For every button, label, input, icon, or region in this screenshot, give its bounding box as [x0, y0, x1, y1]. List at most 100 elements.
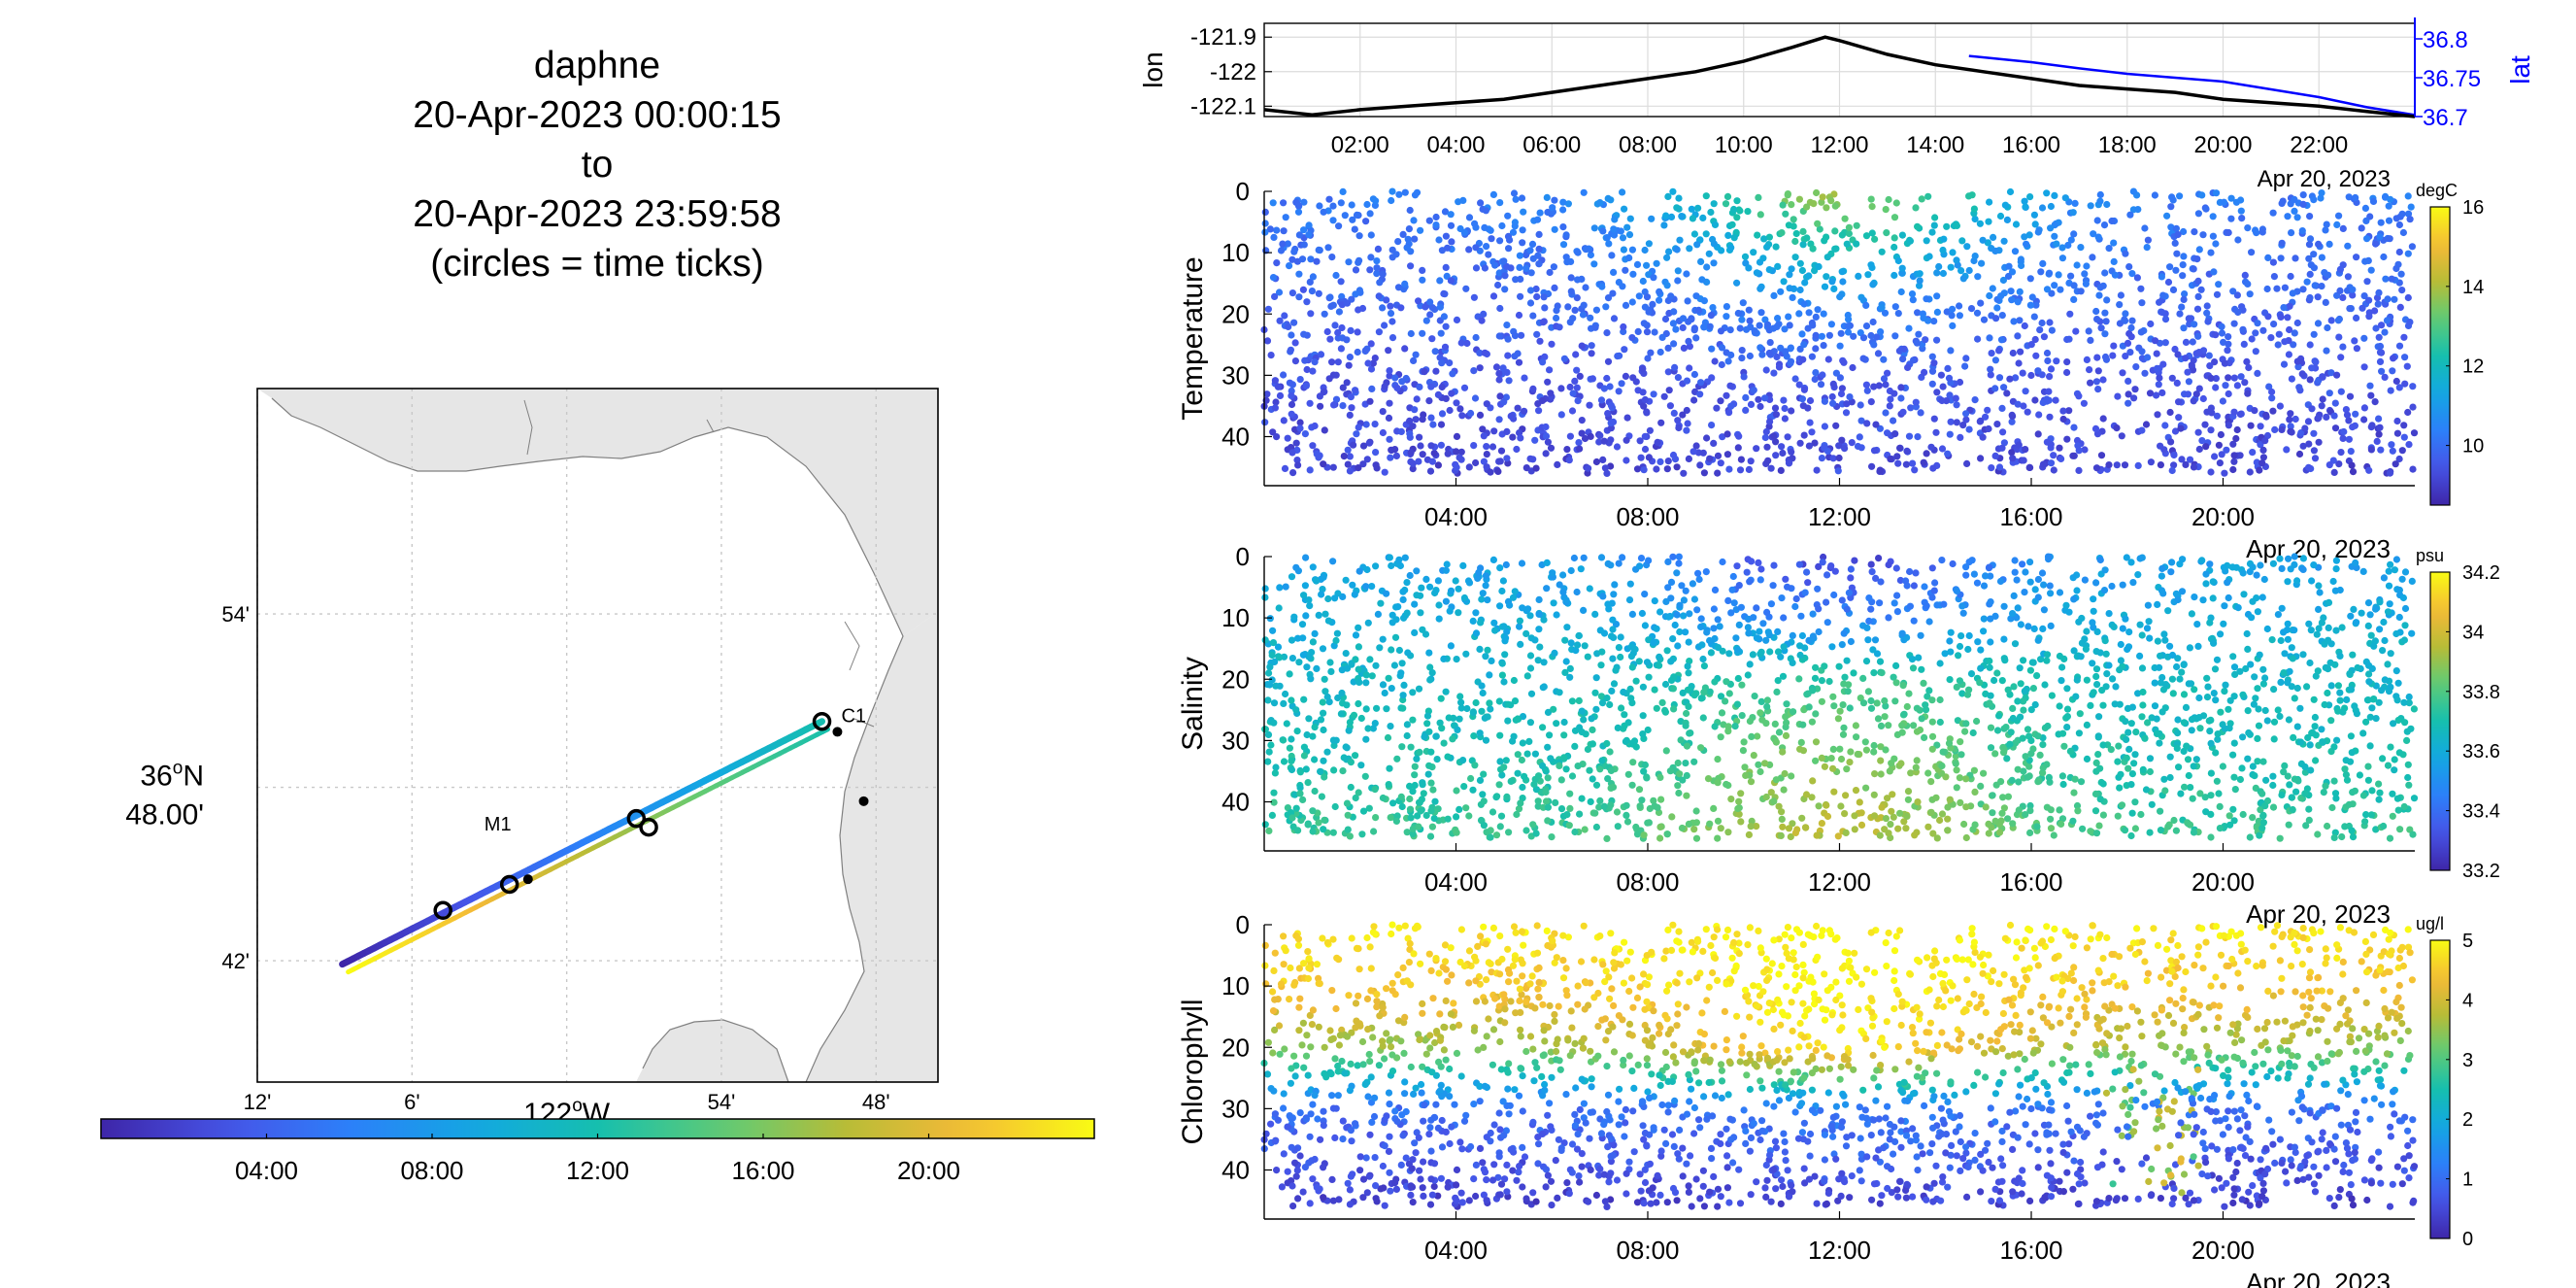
temperature-dot [1563, 258, 1571, 266]
salinity-dot [1837, 755, 1846, 763]
salinity-dot [2276, 834, 2284, 842]
temperature-dot [1727, 402, 1735, 410]
salinity-dot [1478, 595, 1486, 603]
salinity-dot [1952, 752, 1959, 761]
temperature-dot [1924, 192, 1932, 200]
temperature-dot [2330, 412, 2338, 420]
salinity-dot [2063, 685, 2071, 693]
salinity-dot [2254, 608, 2261, 616]
salinity-dot [1924, 693, 1931, 700]
salinity-dot [1735, 621, 1743, 629]
temperature-dot [2361, 204, 2369, 212]
salinity-dot [1442, 597, 1450, 605]
salinity-dot [1711, 586, 1720, 594]
temperature-dot [1738, 347, 1746, 355]
map-lat-tick-label: 42' [221, 949, 250, 973]
temperature-dot [2404, 408, 2412, 417]
temperature-dot [1811, 375, 1819, 384]
temperature-dot [2048, 326, 2056, 334]
temperature-dot [1359, 442, 1368, 450]
salinity-dot [1566, 673, 1574, 681]
salinity-dot [1865, 594, 1873, 602]
temperature-dot [1733, 214, 1741, 221]
salinity-dot [2263, 717, 2271, 725]
temperature-dot [1723, 430, 1731, 438]
temperature-dot [1340, 453, 1348, 460]
salinity-dot [2060, 742, 2068, 750]
salinity-dot [2389, 790, 2396, 797]
temperature-dot [1522, 264, 1530, 272]
salinity-dot [2122, 718, 2129, 726]
salinity-dot [1539, 724, 1547, 731]
salinity-dot [1641, 591, 1649, 598]
temperature-dot [1362, 421, 1370, 428]
salinity-dot [1699, 655, 1707, 663]
salinity-dot [1627, 653, 1635, 661]
temperature-dot [1755, 395, 1762, 403]
temperature-dot [1528, 240, 1537, 248]
temperature-dot [1501, 286, 1509, 293]
salinity-dot [1265, 827, 1273, 835]
temperature-dot [1670, 308, 1678, 316]
salinity-dot [2379, 647, 2387, 655]
salinity-dot [2220, 620, 2227, 627]
temperature-dot [2051, 232, 2058, 240]
temperature-dot [1743, 325, 1751, 333]
temperature-dot [1629, 270, 1637, 278]
salinity-dot [2188, 610, 2195, 618]
temperature-dot [1350, 441, 1357, 449]
temperature-dot [2163, 212, 2171, 220]
temperature-dot [2339, 224, 2347, 232]
temperature-dot [1323, 327, 1331, 336]
temperature-dot [1306, 399, 1314, 407]
temperature-dot [2287, 272, 2294, 281]
temperature-dot [2232, 434, 2240, 443]
temperature-dot [1375, 328, 1383, 336]
temperature-dot [1680, 469, 1688, 477]
temperature-dot [1779, 201, 1787, 209]
salinity-dot [1723, 780, 1730, 789]
salinity-dot [1329, 558, 1337, 565]
temperature-dot [2337, 449, 2345, 457]
temperature-dot [1288, 400, 1296, 409]
temperature-dot [1686, 364, 1693, 372]
salinity-dot [1877, 757, 1885, 764]
salinity-dot [1917, 631, 1924, 639]
temperature-dot [2259, 326, 2267, 334]
temperature-dot [2333, 220, 2341, 228]
temperature-dot [1753, 445, 1760, 453]
mooring-label: M1 [485, 814, 512, 835]
temperature-dot [1419, 266, 1426, 274]
temperature-dot [1444, 244, 1452, 252]
temperature-dot [1688, 205, 1695, 213]
salinity-dot [2270, 718, 2279, 726]
time-colorbar-tick-label: 12:00 [566, 1156, 629, 1185]
temperature-dot [1585, 464, 1592, 472]
temperature-dot [1427, 414, 1435, 422]
salinity-dot [2099, 811, 2107, 819]
salinity-dot [2090, 595, 2097, 603]
temperature-dot [1409, 465, 1417, 473]
temperature-dot [1673, 246, 1681, 254]
temperature-dot [1416, 433, 1423, 441]
salinity-dot [1779, 748, 1787, 756]
salinity-dot [2401, 568, 2410, 576]
salinity-dot [1682, 760, 1689, 767]
temperature-dot [2281, 338, 2289, 346]
temperature-dot [1264, 305, 1272, 313]
temperature-dot [1501, 272, 1509, 280]
salinity-dot [1778, 815, 1786, 824]
salinity-dot [1818, 754, 1825, 763]
temperature-dot [2404, 210, 2413, 218]
temperature-dot [2212, 189, 2221, 197]
temperature-dot [1918, 195, 1925, 203]
salinity-dot [1873, 699, 1881, 707]
salinity-dot [2399, 593, 2407, 602]
salinity-dot [1504, 700, 1512, 708]
temperature-dot [2380, 253, 2388, 261]
temperature-dot [2268, 388, 2276, 396]
temperature-dot [1831, 202, 1839, 210]
temperature-dot [1446, 406, 1454, 415]
salinity-dot [2056, 589, 2064, 596]
salinity-dot [1898, 722, 1906, 729]
